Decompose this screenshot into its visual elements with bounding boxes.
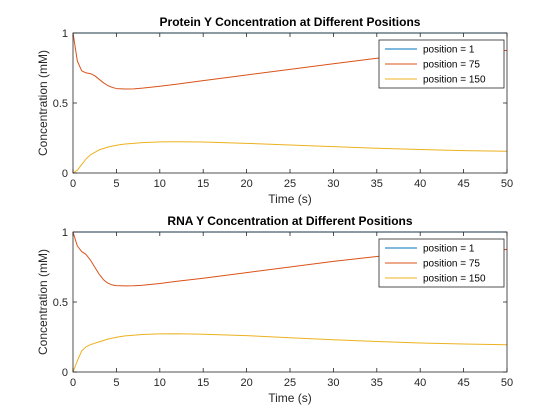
x-tick-label: 45 (457, 377, 469, 389)
x-tick-label: 5 (113, 178, 119, 190)
x-tick-label: 20 (240, 178, 252, 190)
y-axis-label: Concentration (mM) (36, 249, 50, 355)
x-tick-label: 35 (371, 178, 383, 190)
x-axis-label: Time (s) (268, 391, 312, 405)
legend-entry: position = 75 (423, 259, 480, 270)
y-tick-label: 0 (62, 367, 68, 379)
chart-2: 0 5 10 15 20 25 30 35 40 45 50 0 0.5 1 RNA Y Concentra… (36, 214, 513, 405)
legend: position = 1 position = 75 position = 150 (378, 238, 505, 288)
x-tick-label: 50 (501, 178, 513, 190)
legend-entry: position = 150 (423, 274, 486, 285)
x-tick-label: 40 (414, 377, 426, 389)
x-tick-label: 45 (457, 178, 469, 190)
series-line-position-150 (72, 141, 508, 174)
chart-1: 0 5 10 15 20 25 30 35 40 45 50 0 0.5 1 Protein Y Conce… (36, 15, 513, 206)
x-tick-label: 5 (113, 377, 119, 389)
y-axis-label: Concentration (mM) (36, 50, 50, 156)
x-tick-label: 40 (414, 178, 426, 190)
series-line-position-75 (72, 32, 508, 90)
y-tick-label: 1 (62, 227, 68, 239)
x-tick-label: 0 (70, 377, 76, 389)
x-tick-label: 25 (284, 178, 296, 190)
x-tick-label: 30 (327, 178, 339, 190)
x-tick-label: 30 (327, 377, 339, 389)
x-axis-label: Time (s) (268, 192, 312, 206)
chart-title: RNA Y Concentration at Different Positio… (167, 214, 412, 228)
y-tick-label: 1 (62, 28, 68, 40)
legend-entry: position = 1 (423, 244, 475, 255)
legend: position = 1 position = 75 position = 150 (378, 39, 505, 89)
legend-entry: position = 75 (423, 60, 480, 71)
x-tick-label: 20 (240, 377, 252, 389)
x-tick-label: 15 (197, 178, 209, 190)
x-tick-label: 0 (70, 178, 76, 190)
x-tick-label: 25 (284, 377, 296, 389)
x-tick-label: 10 (154, 178, 166, 190)
series-line-position-150 (72, 333, 508, 373)
x-tick-label: 35 (371, 377, 383, 389)
series-line-position-75 (72, 231, 508, 287)
y-tick-label: 0 (62, 168, 68, 180)
y-tick-label: 0.5 (53, 297, 68, 309)
x-tick-label: 15 (197, 377, 209, 389)
x-tick-label: 10 (154, 377, 166, 389)
x-tick-label: 50 (501, 377, 513, 389)
chart-title: Protein Y Concentration at Different Pos… (160, 15, 421, 29)
legend-entry: position = 1 (423, 45, 475, 56)
legend-entry: position = 150 (423, 75, 486, 86)
y-tick-label: 0.5 (53, 98, 68, 110)
